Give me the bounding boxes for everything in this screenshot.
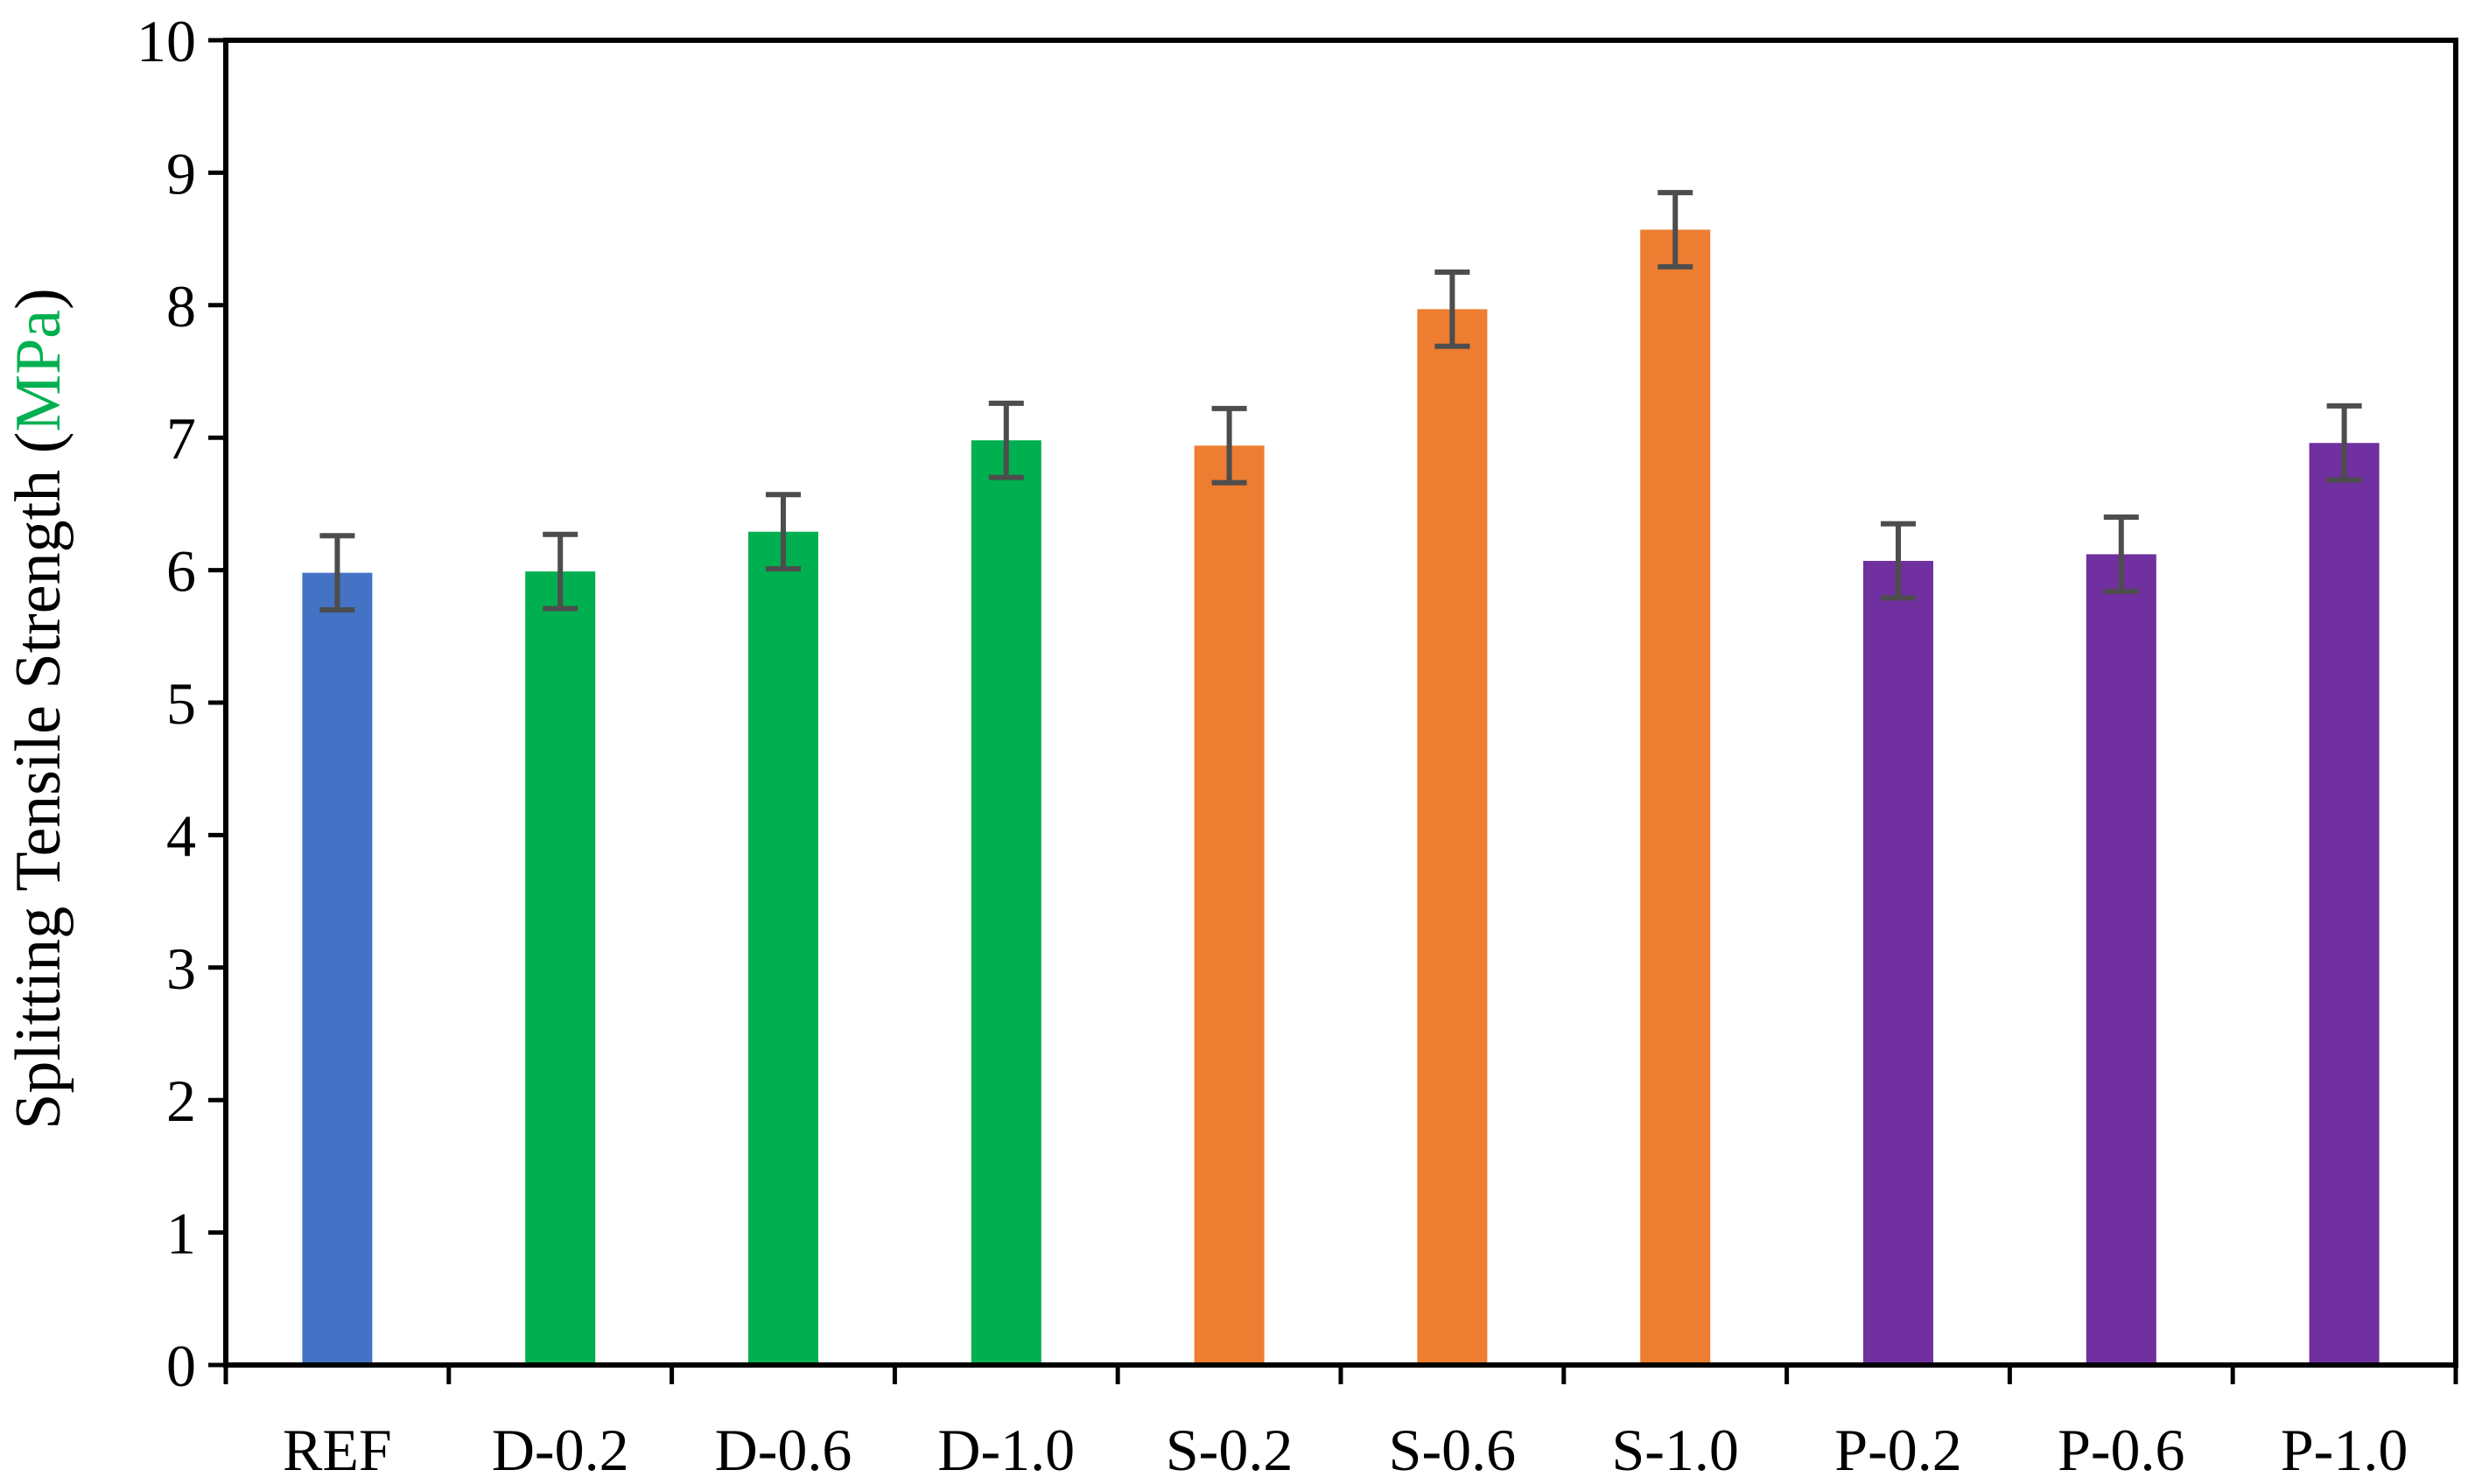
y-axis-title-text: Splitting Tensile Strength ( xyxy=(3,432,74,1130)
axes xyxy=(208,38,2458,1384)
bar-s-1.0 xyxy=(1640,229,1711,1366)
y-tick-label-0: 0 xyxy=(166,1333,196,1399)
x-tick-label-s-0.6: S-0.6 xyxy=(1389,1417,1516,1480)
x-tick-label-ref: REF xyxy=(283,1417,392,1480)
plot-frame xyxy=(223,38,2458,1368)
y-axis-title-close: ) xyxy=(3,288,74,310)
y-tick-label-4: 4 xyxy=(166,802,196,869)
y-tick-label-6: 6 xyxy=(166,538,196,605)
y-tick-label-8: 8 xyxy=(166,273,196,340)
bar-p-0.6 xyxy=(2086,554,2156,1365)
bar-s-0.6 xyxy=(1417,309,1488,1365)
y-tick-label-3: 3 xyxy=(166,935,196,1002)
x-tick-label-d-0.2: D-0.2 xyxy=(492,1417,629,1480)
y-tick-label-1: 1 xyxy=(166,1200,196,1267)
bar-d-1.0 xyxy=(971,440,1041,1365)
bar-d-0.6 xyxy=(748,531,818,1365)
bar-d-0.2 xyxy=(525,571,596,1365)
x-tick-label-p-0.2: P-0.2 xyxy=(1834,1417,1961,1480)
y-tick-label-5: 5 xyxy=(166,670,196,737)
x-tick-label-s-0.2: S-0.2 xyxy=(1166,1417,1293,1480)
y-tick-label-9: 9 xyxy=(166,140,196,206)
bars xyxy=(302,229,2380,1366)
y-axis-title: Splitting Tensile Strength (MPa) xyxy=(3,288,74,1130)
y-tick-label-7: 7 xyxy=(166,405,196,472)
x-tick-label-p-1.0: P-1.0 xyxy=(2281,1417,2408,1480)
x-tick-label-s-1.0: S-1.0 xyxy=(1611,1417,1738,1480)
y-axis-title-unit: MPa xyxy=(3,310,74,432)
bar-ref xyxy=(302,572,373,1365)
labels: REF D-0.2 D-0.6 D-1.0 S-0.2 S-0.6 S-1.0 P-0.2 P-… xyxy=(137,8,2408,1483)
error-bars xyxy=(319,190,2362,613)
bar-p-0.2 xyxy=(1863,561,1933,1365)
x-tick-label-d-1.0: D-1.0 xyxy=(937,1417,1075,1480)
bar-p-1.0 xyxy=(2309,443,2380,1366)
bar-s-0.2 xyxy=(1194,445,1265,1366)
x-tick-label-p-0.6: P-0.6 xyxy=(2058,1417,2184,1480)
x-tick-label-d-0.6: D-0.6 xyxy=(715,1417,852,1480)
y-tick-label-10: 10 xyxy=(137,8,196,74)
y-tick-label-2: 2 xyxy=(166,1068,196,1134)
